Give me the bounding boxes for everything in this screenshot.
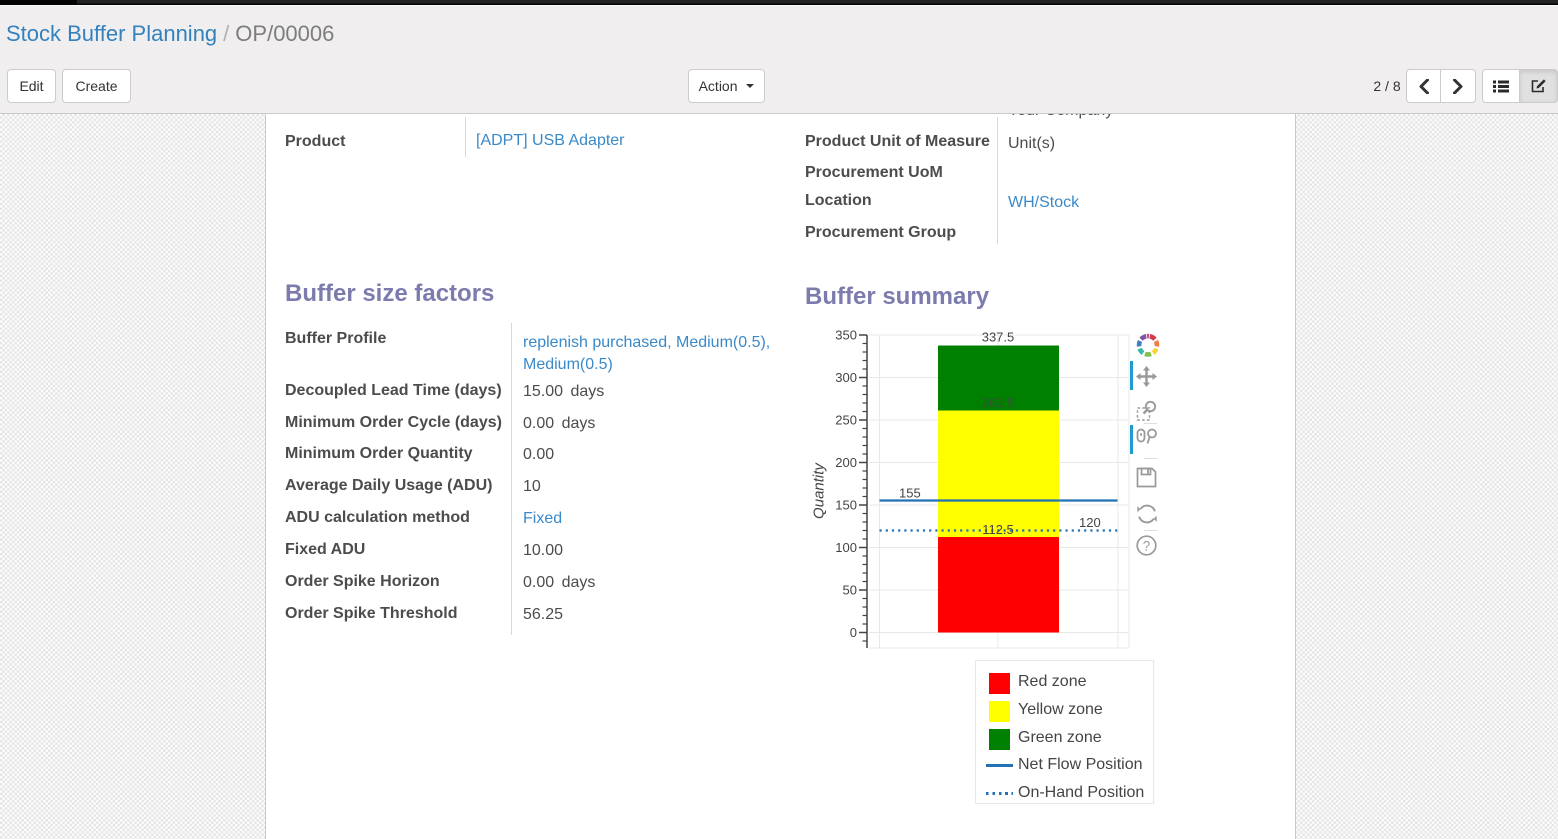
svg-text:100: 100 bbox=[835, 540, 857, 555]
svg-text:?: ? bbox=[1143, 539, 1151, 554]
svg-text:120: 120 bbox=[1079, 515, 1101, 530]
svg-text:337.5: 337.5 bbox=[982, 330, 1015, 345]
svg-text:0: 0 bbox=[850, 625, 857, 640]
svg-text:262.5: 262.5 bbox=[982, 395, 1015, 410]
svg-text:Quantity: Quantity bbox=[811, 462, 828, 519]
svg-text:155: 155 bbox=[899, 486, 921, 501]
svg-text:350: 350 bbox=[835, 328, 857, 343]
svg-text:300: 300 bbox=[835, 370, 857, 385]
svg-text:112.5: 112.5 bbox=[982, 522, 1014, 537]
svg-text:200: 200 bbox=[835, 455, 857, 470]
svg-text:150: 150 bbox=[835, 498, 857, 513]
svg-text:50: 50 bbox=[843, 583, 857, 598]
svg-text:250: 250 bbox=[835, 413, 857, 428]
